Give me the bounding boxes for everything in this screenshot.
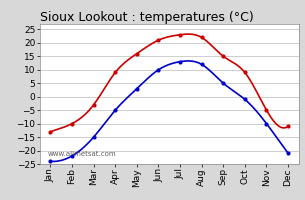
Text: www.allmetsat.com: www.allmetsat.com — [47, 151, 116, 157]
Text: Sioux Lookout : temperatures (°C): Sioux Lookout : temperatures (°C) — [40, 11, 253, 24]
